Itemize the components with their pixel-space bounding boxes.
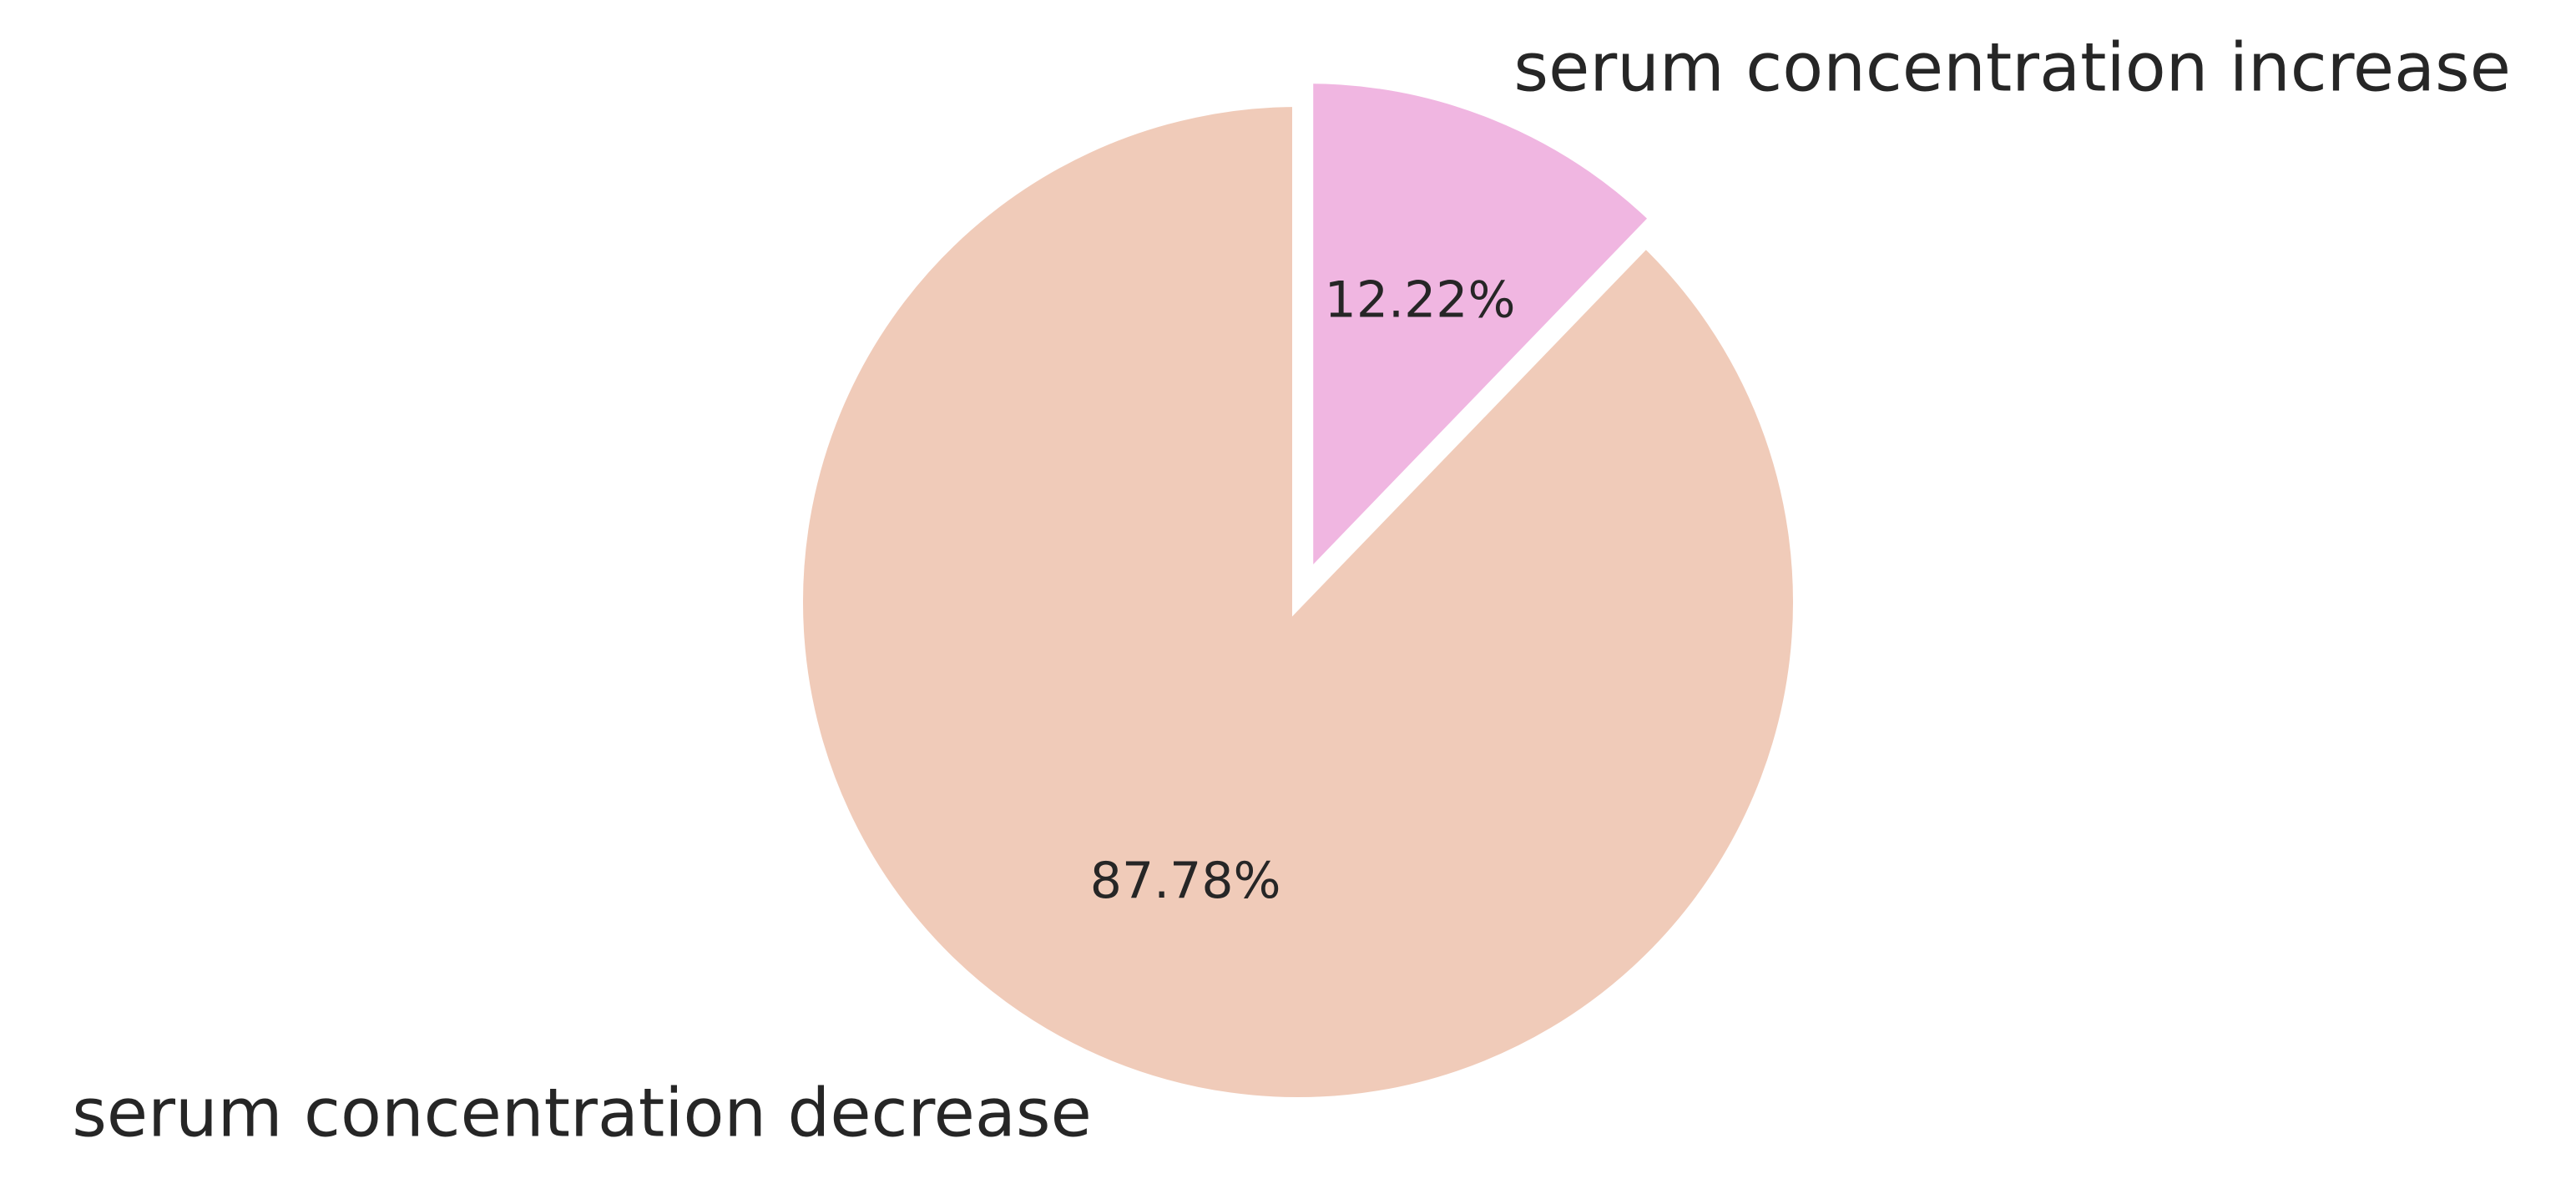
pie-slice-category-label: serum concentration decrease	[72, 1074, 1092, 1151]
pie-slice-1	[1301, 72, 1664, 594]
pie-labels: 12.22% serum concentration increase 87.78%…	[72, 29, 2511, 1152]
pie-slice-pct-label: 12.22%	[1325, 271, 1516, 329]
pie-slices	[791, 72, 1805, 1109]
pie-slice-2	[791, 94, 1805, 1109]
pie-slice-pct-label: 87.78%	[1090, 852, 1281, 910]
pie-slice-category-label: serum concentration increase	[1513, 29, 2511, 107]
